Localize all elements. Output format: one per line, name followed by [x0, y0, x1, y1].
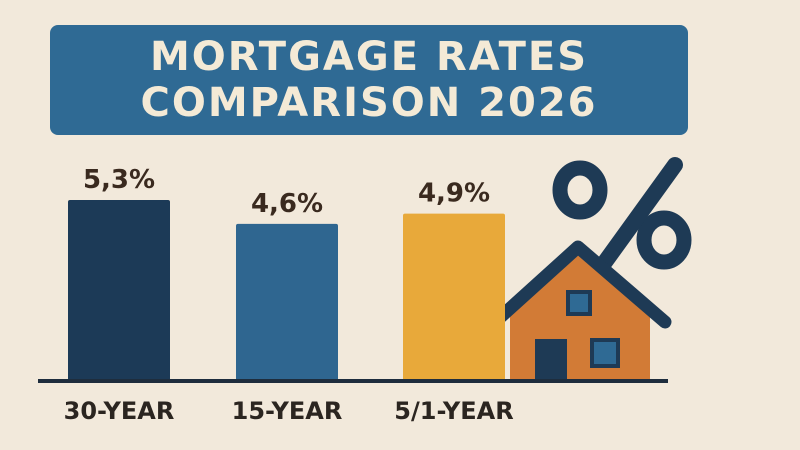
percent-slash	[584, 157, 683, 288]
value-label: 4,9%	[418, 179, 490, 209]
percent-dot	[552, 160, 608, 220]
bar	[68, 200, 170, 381]
value-label: 4,6%	[251, 189, 323, 219]
house-door	[535, 339, 567, 381]
x-tick-label: 15-YEAR	[232, 397, 343, 425]
title-box: MORTGAGE RATES COMPARISON 2026	[50, 25, 688, 135]
house-icon	[488, 240, 672, 381]
bar	[236, 223, 338, 381]
house-window	[590, 338, 620, 368]
chart-title: MORTGAGE RATES COMPARISON 2026	[140, 34, 598, 126]
percent-dot	[636, 210, 692, 270]
percent-icon	[552, 157, 692, 288]
house-body	[510, 252, 650, 381]
bar	[403, 213, 505, 381]
x-tick-label: 5/1-YEAR	[394, 397, 513, 425]
value-label: 5,3%	[83, 165, 155, 195]
x-tick-label: 30-YEAR	[64, 397, 175, 425]
house-window	[566, 290, 592, 316]
house-roof	[488, 240, 672, 329]
